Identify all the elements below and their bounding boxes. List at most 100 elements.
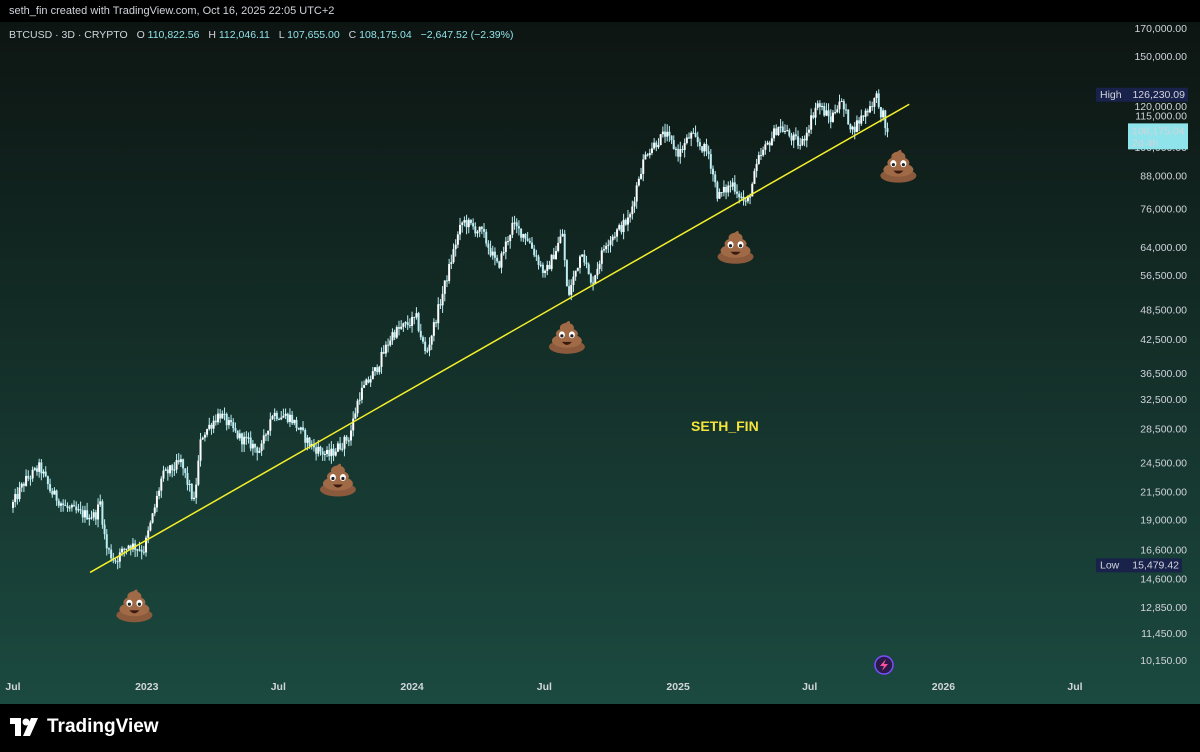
candle-body: [432, 322, 435, 336]
candle-body: [526, 238, 529, 241]
candle-body: [151, 513, 154, 523]
candle-body: [94, 512, 97, 520]
candle-body: [753, 171, 756, 184]
candle-body: [435, 322, 438, 324]
candle-body: [395, 327, 398, 338]
candle-body: [513, 222, 516, 224]
candle-body: [775, 128, 778, 135]
candle-body: [535, 255, 538, 257]
candle-body: [334, 451, 337, 456]
candle-body: [509, 234, 512, 242]
candle-body: [596, 268, 599, 276]
y-tick-label: 48,500.00: [1140, 304, 1187, 316]
candle-body: [249, 437, 252, 449]
candle-body: [727, 185, 730, 193]
candle-body: [821, 106, 824, 108]
candle-body: [531, 242, 534, 249]
candle-body: [114, 560, 117, 562]
trendline[interactable]: [89, 103, 910, 574]
candle-body: [827, 110, 830, 117]
y-tick-label: 150,000.00: [1134, 51, 1187, 63]
candle-body: [685, 137, 688, 144]
candle-body: [59, 503, 62, 506]
candle-body: [840, 101, 843, 103]
candle-body: [42, 471, 45, 474]
candle-body: [616, 229, 619, 237]
chart-area[interactable]: SETH_FIN 10,150.00 11,450.00 12,850.00 14,6…: [0, 22, 1200, 704]
x-tick-label: Jul: [537, 681, 552, 693]
candle-body: [664, 131, 667, 137]
candle-body: [29, 478, 32, 480]
candle-body: [188, 483, 191, 485]
candle-body: [73, 505, 76, 507]
candle-body: [57, 500, 60, 506]
candle-body: [297, 428, 300, 430]
watermark-text: SETH_FIN: [691, 418, 759, 434]
candle-body: [369, 379, 372, 383]
candle-body: [164, 469, 167, 471]
candle-body: [254, 443, 257, 448]
candle-body: [618, 225, 621, 230]
candle-body: [402, 323, 405, 327]
candle-body: [44, 471, 47, 477]
candle-body: [426, 350, 429, 352]
candle-body: [171, 465, 174, 471]
candle-body: [485, 231, 488, 244]
candle-body: [864, 110, 867, 117]
candle-body: [456, 234, 459, 245]
candle-body: [75, 506, 78, 511]
candle-body: [240, 433, 243, 445]
candle-body: [790, 135, 793, 141]
candle-body: [853, 126, 856, 133]
candle-body: [400, 326, 403, 329]
candle-body: [683, 143, 686, 150]
candle-body: [764, 144, 767, 150]
candle-body: [701, 146, 704, 152]
candle-body: [670, 135, 673, 141]
candle-body: [552, 254, 555, 260]
candle-body: [563, 233, 566, 261]
lightning-icon[interactable]: [874, 655, 894, 675]
tradingview-logo[interactable]: TradingView: [10, 716, 159, 738]
candle-body: [140, 549, 143, 552]
candle-body: [40, 462, 43, 474]
candle-body: [716, 182, 719, 199]
candle-body: [149, 522, 152, 531]
candle-body: [648, 153, 651, 156]
x-tick-label: 2026: [932, 681, 956, 693]
candle-body: [511, 222, 514, 235]
candle-body: [27, 475, 30, 479]
candle-body: [66, 505, 69, 508]
candle-body: [472, 223, 475, 227]
candle-body: [101, 501, 104, 525]
candle-body: [22, 483, 25, 486]
candle-body: [862, 115, 865, 117]
candle-body: [439, 304, 442, 306]
candle-body: [86, 510, 89, 520]
candle-body: [834, 112, 837, 114]
candle-body: [199, 439, 202, 461]
candle-body: [391, 332, 394, 341]
low-badge-bg: [1096, 558, 1182, 573]
legend-line: BTCUSD · 3D · CRYPTO O 110,822.56 H 112,…: [9, 29, 513, 41]
y-tick-label: 21,500.00: [1140, 487, 1187, 499]
candle-body: [38, 462, 41, 472]
candle-body: [768, 142, 771, 146]
candle-body: [524, 234, 527, 239]
candle-body: [360, 387, 363, 400]
candle-body: [321, 451, 324, 455]
candle-body: [62, 503, 65, 506]
candle-body: [77, 509, 80, 511]
candle-body: [635, 185, 638, 202]
candle-body: [823, 106, 826, 116]
candle-body: [858, 120, 861, 124]
candle-body: [18, 487, 21, 500]
time-axis[interactable]: Jul 2023 Jul 2024 Jul 2025 Jul 2026 Jul: [5, 681, 1082, 693]
chart-background: [0, 22, 1200, 704]
candle-body: [271, 416, 274, 420]
candle-body: [871, 106, 874, 108]
candle-body: [751, 183, 754, 197]
candle-body: [520, 228, 523, 238]
x-tick-label: Jul: [5, 681, 20, 693]
candle-body: [160, 478, 163, 491]
